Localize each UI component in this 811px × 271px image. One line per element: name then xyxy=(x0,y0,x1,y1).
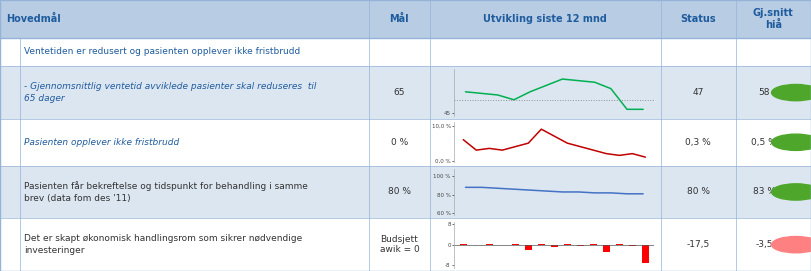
Text: Gj.snitt
hiå: Gj.snitt hiå xyxy=(753,8,794,30)
Text: Pasienten opplever ikke fristbrudd: Pasienten opplever ikke fristbrudd xyxy=(24,138,179,147)
Bar xyxy=(525,245,532,250)
Circle shape xyxy=(771,237,811,253)
Bar xyxy=(0,119,811,166)
Bar xyxy=(629,245,636,246)
Bar xyxy=(564,244,571,245)
Bar xyxy=(577,245,584,246)
Text: Utvikling siste 12 mnd: Utvikling siste 12 mnd xyxy=(483,14,607,24)
Bar xyxy=(0,218,811,271)
Text: Det er skapt økonomisk handlingsrom som sikrer nødvendige
investeringer: Det er skapt økonomisk handlingsrom som … xyxy=(24,234,303,255)
Text: Status: Status xyxy=(680,14,716,24)
Text: Budsjett
awik = 0: Budsjett awik = 0 xyxy=(380,235,419,254)
Text: 0,5 %: 0,5 % xyxy=(751,138,777,147)
Bar xyxy=(499,245,506,246)
Text: 58: 58 xyxy=(758,88,770,97)
Bar xyxy=(460,244,467,245)
Text: Pasienten får bekreftelse og tidspunkt for behandling i samme
brev (data fom des: Pasienten får bekreftelse og tidspunkt f… xyxy=(24,181,308,203)
Bar xyxy=(0,38,811,66)
Circle shape xyxy=(771,184,811,200)
Bar xyxy=(603,245,610,252)
Text: - Gjennomsnittlig ventetid avviklede pasienter skal reduseres  til
65 dager: - Gjennomsnittlig ventetid avviklede pas… xyxy=(24,82,317,103)
Text: Hovedmål: Hovedmål xyxy=(6,14,62,24)
Text: 0 %: 0 % xyxy=(391,138,408,147)
Text: -17,5: -17,5 xyxy=(687,240,710,249)
Bar xyxy=(551,245,558,247)
Bar xyxy=(0,166,811,218)
Text: 0,3 %: 0,3 % xyxy=(685,138,711,147)
Text: 80 %: 80 % xyxy=(388,188,411,196)
Text: Mål: Mål xyxy=(389,14,410,24)
Text: 83 %: 83 % xyxy=(753,188,776,196)
Text: 47: 47 xyxy=(693,88,704,97)
Text: -3,5: -3,5 xyxy=(756,240,773,249)
Circle shape xyxy=(771,85,811,101)
Bar xyxy=(0,66,811,119)
Text: Ventetiden er redusert og pasienten opplever ikke fristbrudd: Ventetiden er redusert og pasienten oppl… xyxy=(24,47,301,56)
Circle shape xyxy=(771,134,811,150)
Bar xyxy=(0,0,811,38)
Bar xyxy=(642,245,649,263)
Text: 65: 65 xyxy=(393,88,406,97)
Text: 80 %: 80 % xyxy=(687,188,710,196)
